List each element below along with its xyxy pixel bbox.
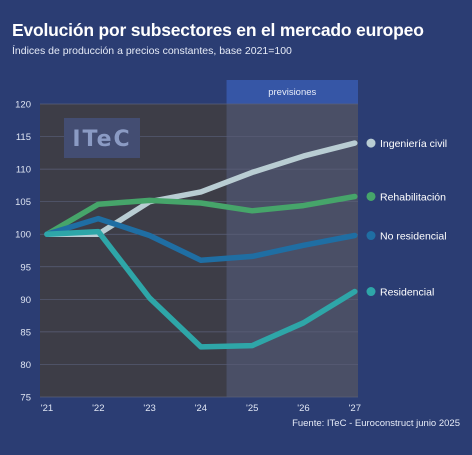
page-title: Evolución por subsectores en el mercado …: [12, 20, 424, 40]
y-tick-label: 115: [16, 132, 31, 143]
series-label-no-residencial: No residencial: [380, 231, 447, 243]
y-tick-label: 110: [16, 165, 31, 176]
series-line-no-residencial: [44, 215, 358, 264]
y-tick-label: 100: [15, 230, 31, 241]
x-tick-label: '21: [41, 403, 53, 414]
x-tick-label: '24: [195, 403, 207, 414]
forecast-label: previsiones: [268, 87, 316, 98]
y-tick-label: 85: [20, 327, 31, 338]
y-tick-label: 75: [20, 393, 31, 404]
x-tick-label: '23: [143, 403, 155, 414]
page-subtitle: Índices de producción a precios constant…: [12, 45, 292, 57]
y-tick-label: 90: [20, 295, 31, 306]
logo-box: [64, 118, 140, 158]
x-tick-label: '22: [92, 403, 104, 414]
logo-text: ITeC: [72, 127, 131, 152]
x-tick-label: '25: [246, 403, 258, 414]
x-tick-label: '26: [297, 403, 309, 414]
x-tick-label: '27: [349, 403, 361, 414]
series-label-rehabilitacion: Rehabilitación: [380, 191, 446, 203]
y-tick-label: 120: [15, 100, 31, 111]
y-tick-label: 105: [15, 197, 31, 208]
y-tick-label: 95: [20, 262, 31, 273]
legend-marker-rehabilitacion: [366, 191, 376, 201]
source-note: Fuente: ITeC - Euroconstruct junio 2025: [292, 418, 460, 429]
forecast-band: [226, 80, 358, 104]
legend-marker-residencial: [366, 287, 376, 297]
legend-marker-no-residencial: [366, 231, 376, 241]
legend-marker-ingenieria-civil: [366, 138, 376, 148]
series-label-residencial: Residencial: [380, 287, 434, 299]
series-line-rehabilitacion: [44, 193, 358, 237]
series-label-ingenieria-civil: Ingeniería civil: [380, 138, 447, 150]
series-line-residencial: [44, 228, 358, 350]
y-tick-label: 80: [20, 360, 31, 371]
